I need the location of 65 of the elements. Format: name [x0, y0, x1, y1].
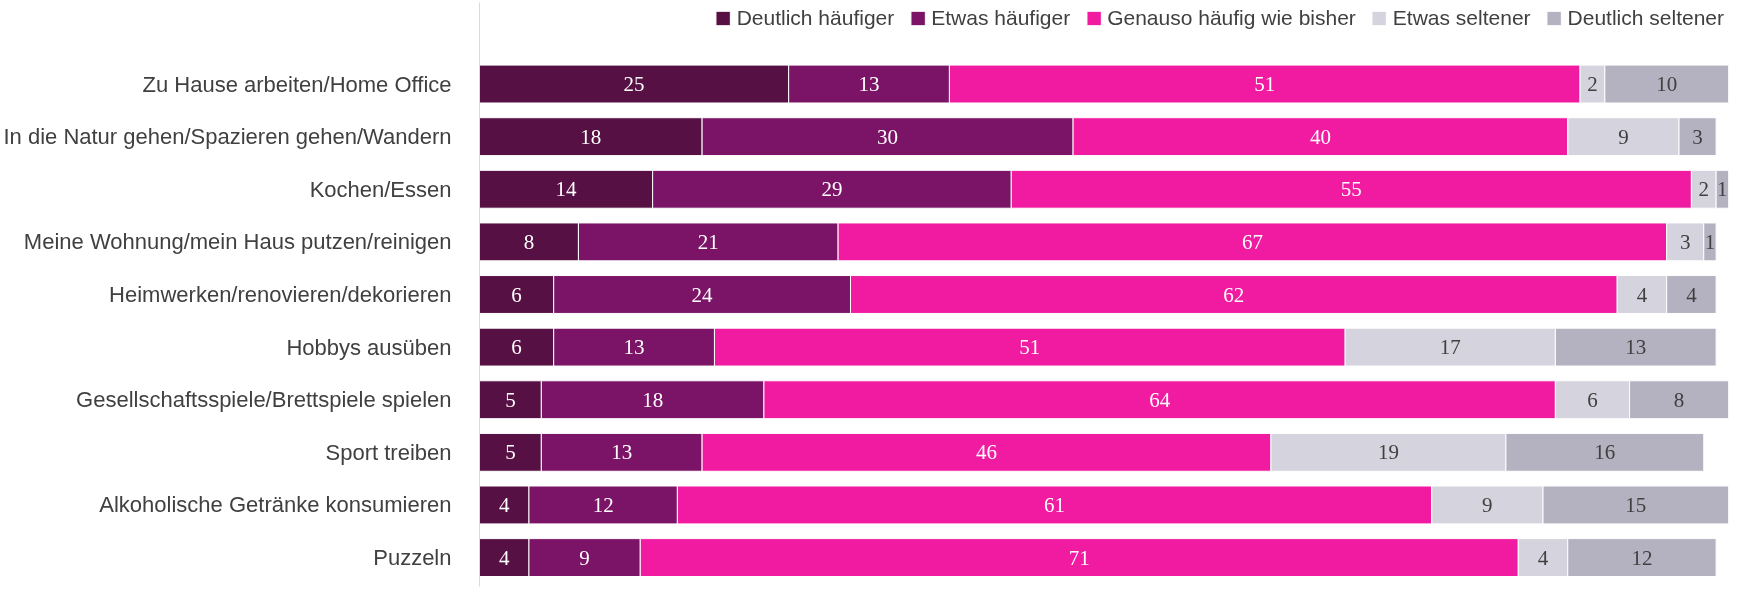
data-label: 9 [579, 545, 590, 570]
data-label: 9 [1618, 124, 1629, 149]
data-label: 5 [505, 440, 516, 465]
data-label: 18 [580, 124, 602, 149]
data-label: 61 [1044, 492, 1066, 517]
data-label: 17 [1439, 335, 1461, 360]
data-label: 8 [1673, 387, 1685, 412]
data-label: 14 [555, 177, 578, 202]
data-label: 30 [877, 124, 899, 149]
legend-label: Etwas häufiger [931, 6, 1071, 30]
data-label: 2 [1587, 72, 1598, 97]
data-label: 9 [1482, 492, 1493, 517]
data-label: 6 [511, 282, 522, 307]
data-label: 67 [1241, 229, 1263, 254]
y-tick-label: In die Natur gehen/Spazieren gehen/Wandern [3, 124, 452, 150]
data-label: 3 [1679, 229, 1691, 254]
y-tick-label: Sport treiben [325, 439, 452, 465]
data-label: 8 [523, 229, 535, 254]
y-tick-label: Puzzeln [373, 545, 452, 571]
data-label: 13 [611, 440, 633, 465]
data-label: 40 [1309, 124, 1331, 149]
data-label: 12 [1631, 545, 1653, 570]
data-label: 1 [1717, 177, 1728, 202]
data-label: 62 [1223, 282, 1245, 307]
y-tick-label: Kochen/Essen [309, 176, 452, 202]
y-tick-label: Heimwerken/renovieren/dekorieren [109, 282, 452, 307]
data-label: 12 [592, 492, 614, 517]
legend-label: Genauso häufig wie bisher [1107, 6, 1356, 30]
data-label: 4 [498, 492, 510, 517]
data-label: 4 [1686, 282, 1698, 307]
y-tick-label: Zu Hause arbeiten/Home Office [142, 71, 452, 97]
legend-label: Deutlich häufiger [736, 6, 895, 30]
data-label: 13 [623, 335, 645, 360]
data-label: 16 [1594, 440, 1616, 465]
data-label: 3 [1692, 124, 1703, 149]
data-label: 25 [623, 72, 645, 97]
data-label: 51 [1254, 72, 1276, 97]
data-label: 46 [976, 440, 998, 465]
data-label: 10 [1656, 72, 1678, 97]
data-label: 4 [498, 545, 510, 570]
data-label: 24 [691, 282, 714, 307]
data-label: 71 [1068, 545, 1090, 570]
data-label: 6 [511, 335, 522, 360]
y-tick-label: Meine Wohnung/mein Haus putzen/reinigen [23, 229, 452, 255]
data-label: 55 [1340, 177, 1362, 202]
data-label: 64 [1149, 387, 1171, 412]
data-label: 18 [642, 387, 664, 412]
data-label: 5 [505, 387, 516, 412]
data-label: 13 [858, 72, 880, 97]
data-label: 21 [697, 229, 719, 254]
data-label: 1 [1704, 229, 1716, 254]
data-label: 29 [821, 177, 843, 202]
data-label: 4 [1537, 545, 1549, 570]
y-tick-label: Hobbys ausüben [286, 334, 452, 360]
data-label: 6 [1587, 387, 1598, 412]
data-label: 51 [1019, 335, 1041, 360]
data-label: 13 [1625, 335, 1647, 360]
data-label: 4 [1636, 282, 1648, 307]
legend-label: Deutlich seltener [1567, 6, 1724, 30]
data-label: 19 [1377, 440, 1399, 465]
data-label: 15 [1625, 492, 1647, 517]
data-label: 2 [1698, 177, 1710, 202]
legend-label: Etwas seltener [1392, 6, 1531, 30]
y-tick-label: Gesellschaftsspiele/Brettspiele spielen [76, 387, 452, 413]
y-tick-label: Alkoholische Getränke konsumieren [99, 492, 452, 518]
